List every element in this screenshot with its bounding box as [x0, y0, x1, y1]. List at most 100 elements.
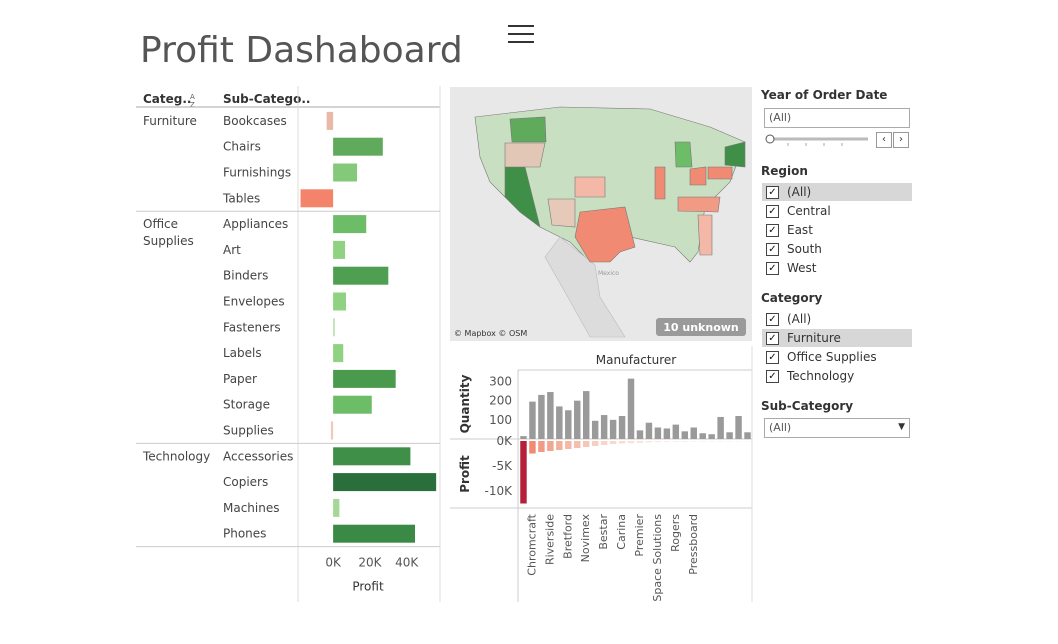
state-tennessee[interactable]	[677, 196, 721, 213]
unknown-badge[interactable]	[656, 318, 746, 336]
category-option[interactable]: ✓ Office Supplies	[762, 348, 912, 366]
quantity-bar[interactable]	[672, 424, 680, 439]
quantity-bar[interactable]	[582, 391, 590, 439]
profit-bar[interactable]	[654, 441, 662, 443]
profit-bar[interactable]	[326, 111, 334, 130]
profit-bar[interactable]	[333, 369, 396, 388]
state-colorado[interactable]	[574, 176, 606, 198]
checkbox-icon[interactable]: ✓	[766, 223, 779, 237]
region-option[interactable]: ✓ (All)	[762, 183, 912, 201]
profit-bar[interactable]	[600, 441, 608, 445]
quantity-bar[interactable]	[574, 400, 581, 439]
year-filter-input[interactable]: (All)	[764, 108, 910, 128]
state-texas[interactable]	[574, 206, 636, 263]
profit-bar[interactable]	[565, 441, 572, 449]
region-option[interactable]: ✓ East	[762, 221, 912, 239]
quantity-bar[interactable]	[708, 434, 715, 439]
region-option[interactable]: ✓ Central	[762, 202, 912, 220]
quantity-bar[interactable]	[538, 394, 545, 439]
state-washington[interactable]	[509, 116, 547, 143]
profit-bar[interactable]	[699, 441, 706, 442]
checkbox-icon[interactable]: ✓	[766, 185, 779, 199]
profit-bar[interactable]	[645, 441, 653, 443]
profit-bar[interactable]	[333, 447, 411, 466]
profit-bar[interactable]	[690, 441, 697, 442]
subcategory-label[interactable]: Paper	[223, 372, 257, 386]
profit-bar[interactable]	[333, 344, 344, 363]
profit-map[interactable]: 10 unknown © Mapbox © OSM Mexico	[450, 87, 752, 341]
region-option[interactable]: ✓ West	[762, 259, 912, 277]
profit-bar[interactable]	[582, 441, 590, 447]
subcategory-label[interactable]: Labels	[223, 346, 262, 360]
state-ohio[interactable]	[689, 166, 707, 186]
profit-bar[interactable]	[330, 421, 334, 440]
checkbox-icon[interactable]: ✓	[766, 369, 779, 383]
header-category[interactable]: Categ..	[143, 92, 192, 106]
state-arizona[interactable]	[547, 198, 576, 228]
checkbox-icon[interactable]: ✓	[766, 261, 779, 275]
quantity-bar[interactable]	[735, 416, 742, 439]
profit-bar[interactable]	[708, 441, 715, 442]
profit-bar[interactable]	[574, 441, 581, 448]
quantity-bar[interactable]	[600, 415, 608, 439]
profit-bar[interactable]	[663, 441, 671, 442]
category-option[interactable]: ✓ (All)	[762, 310, 912, 328]
profit-bar[interactable]	[333, 292, 346, 311]
profit-bar[interactable]	[333, 473, 437, 492]
subcategory-label[interactable]: Supplies	[223, 424, 274, 438]
quantity-bar[interactable]	[520, 436, 527, 439]
checkbox-icon[interactable]: ✓	[766, 242, 779, 256]
profit-bar[interactable]	[556, 441, 563, 450]
quantity-bar[interactable]	[717, 416, 724, 439]
quantity-bar[interactable]	[609, 419, 617, 439]
profit-bar[interactable]	[636, 441, 644, 443]
checkbox-icon[interactable]: ✓	[766, 331, 779, 345]
profit-bar[interactable]	[333, 137, 383, 156]
category-label[interactable]: Technology	[142, 449, 210, 463]
header-subcategory[interactable]: Sub-Catego..	[223, 92, 311, 106]
subcategory-label[interactable]: Storage	[223, 398, 270, 412]
profit-bar[interactable]	[726, 441, 733, 442]
subcategory-label[interactable]: Envelopes	[223, 295, 285, 309]
quantity-bar[interactable]	[654, 427, 662, 440]
state-illinois[interactable]	[654, 166, 666, 200]
quantity-bar[interactable]	[565, 410, 572, 439]
quantity-bar[interactable]	[636, 430, 644, 439]
prev-year-button[interactable]: ‹	[876, 132, 892, 148]
next-year-button[interactable]: ›	[893, 132, 909, 148]
profit-bar[interactable]	[333, 498, 340, 517]
profit-bar[interactable]	[333, 163, 358, 182]
profit-bar[interactable]	[333, 524, 415, 543]
profit-bar[interactable]	[618, 441, 626, 444]
profit-bar[interactable]	[333, 395, 372, 414]
profit-bar[interactable]	[520, 441, 527, 504]
quantity-bar[interactable]	[645, 422, 653, 439]
profit-bar[interactable]	[735, 441, 742, 442]
quantity-bar[interactable]	[726, 432, 733, 439]
subcategory-label[interactable]: Tables	[222, 191, 260, 205]
category-label[interactable]: Office	[143, 217, 178, 231]
profit-bar[interactable]	[681, 441, 689, 442]
profit-bar[interactable]	[717, 441, 724, 442]
state-florida[interactable]	[697, 214, 713, 256]
subcategory-label[interactable]: Chairs	[223, 140, 261, 154]
subcategory-label[interactable]: Accessories	[223, 449, 293, 463]
quantity-bar[interactable]	[556, 406, 563, 439]
profit-bar[interactable]	[609, 441, 617, 444]
profit-bar[interactable]	[547, 441, 554, 451]
state-pennsylvania[interactable]	[707, 166, 733, 180]
profit-bar[interactable]	[591, 441, 599, 446]
quantity-bar[interactable]	[547, 392, 554, 439]
profit-bar[interactable]	[538, 441, 545, 452]
category-label[interactable]: Furniture	[143, 114, 197, 128]
checkbox-icon[interactable]: ✓	[766, 350, 779, 364]
year-slider[interactable]	[764, 132, 874, 148]
subcategory-label[interactable]: Copiers	[223, 475, 268, 489]
state-new-york[interactable]	[724, 141, 746, 168]
subcategory-dropdown[interactable]: (All) ▼	[764, 418, 910, 438]
subcategory-label[interactable]: Art	[223, 243, 241, 257]
subcategory-label[interactable]: Fasteners	[223, 320, 281, 334]
profit-bar[interactable]	[300, 189, 334, 208]
quantity-bar[interactable]	[618, 416, 626, 439]
profit-bar[interactable]	[744, 441, 751, 442]
